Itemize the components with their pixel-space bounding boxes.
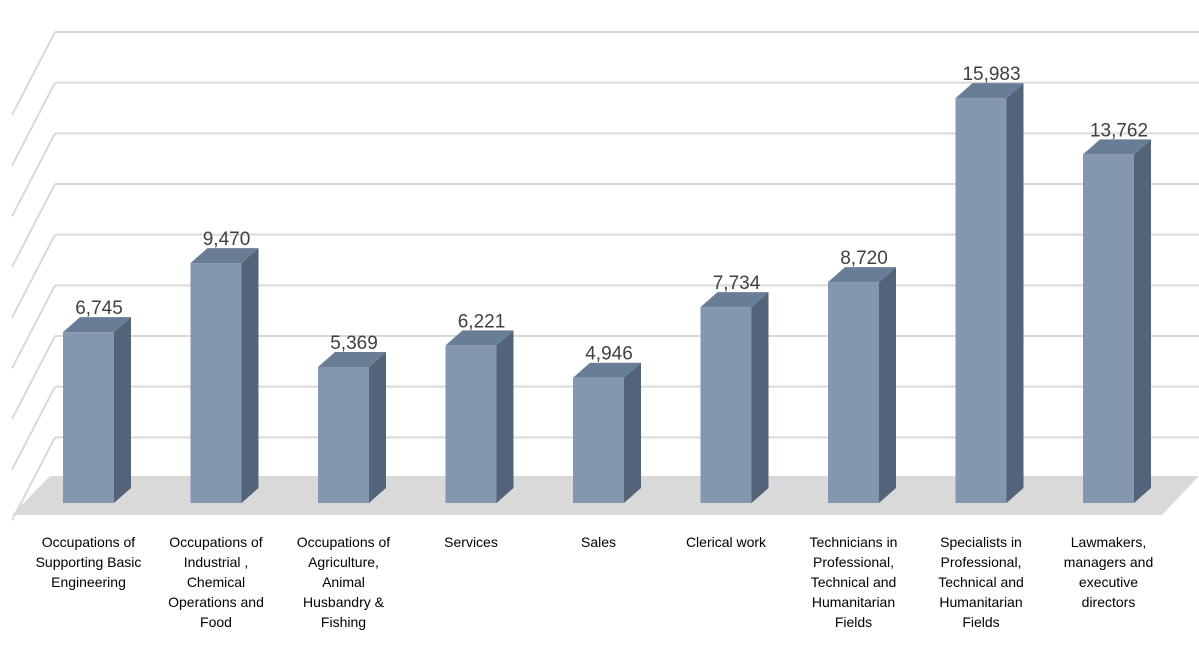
bar-top <box>1083 139 1151 155</box>
data-label: 7,734 <box>713 273 761 294</box>
data-label: 15,983 <box>962 64 1020 85</box>
bar-side <box>496 330 514 503</box>
bar <box>955 98 1007 503</box>
bar-side <box>1006 83 1024 503</box>
data-label: 13,762 <box>1090 120 1148 141</box>
bar <box>828 282 879 503</box>
data-label: 4,946 <box>585 344 633 365</box>
data-label: 6,745 <box>75 298 123 319</box>
bar-top <box>573 362 641 378</box>
data-label: 5,369 <box>330 333 378 354</box>
gridline-diagonal <box>11 386 56 471</box>
bar-top <box>828 267 896 283</box>
data-label: 9,470 <box>203 229 251 250</box>
bar <box>190 263 242 503</box>
bar-side <box>751 292 769 503</box>
category-label: Specialists in Professional, Technical a… <box>938 534 1024 630</box>
bar <box>573 377 624 503</box>
gridline-diagonal <box>11 234 56 319</box>
bar-top <box>318 351 386 367</box>
gridline-diagonal <box>11 31 56 116</box>
category-label: Clerical work <box>685 534 767 550</box>
bar-side <box>1134 139 1151 503</box>
category-label: Occupations of Industrial , Chemical Ope… <box>168 534 264 630</box>
bar-side <box>624 362 641 503</box>
bar-side <box>114 317 131 503</box>
bar-top <box>63 317 131 333</box>
category-label: Services <box>444 534 498 550</box>
bar-side <box>241 248 259 503</box>
data-label: 8,720 <box>840 248 888 269</box>
bar <box>1083 154 1134 503</box>
bar <box>318 366 369 503</box>
bars <box>63 83 1151 503</box>
category-label: Sales <box>580 534 617 550</box>
gridline-diagonal <box>11 183 56 268</box>
data-label: 6,221 <box>458 311 506 332</box>
bar-top <box>445 330 514 346</box>
bar <box>700 307 752 503</box>
gridline-diagonal <box>11 335 56 420</box>
bar-side <box>879 267 896 503</box>
bar <box>63 332 114 503</box>
bar <box>445 345 497 503</box>
gridline-diagonal <box>11 284 56 369</box>
bar-top <box>190 248 259 264</box>
category-label: Lawmakers, managers and executive direct… <box>1063 534 1154 610</box>
bar-side <box>369 351 386 503</box>
gridline-diagonal <box>11 132 56 217</box>
bar-top <box>700 292 769 308</box>
data-labels: 6,745 9,470 5,369 6,221 4,946 7,734 8,720 15,98… <box>75 64 1148 365</box>
category-label: Occupations of Agriculture, Animal Husba… <box>296 534 391 630</box>
gridline-diagonal <box>11 82 56 167</box>
category-label: Occupations of Supporting Basic Engineer… <box>35 534 142 590</box>
bar-top <box>955 83 1024 99</box>
gridline-diagonal <box>11 436 56 521</box>
category-label: Technicians in Professional, Technical a… <box>809 534 898 630</box>
